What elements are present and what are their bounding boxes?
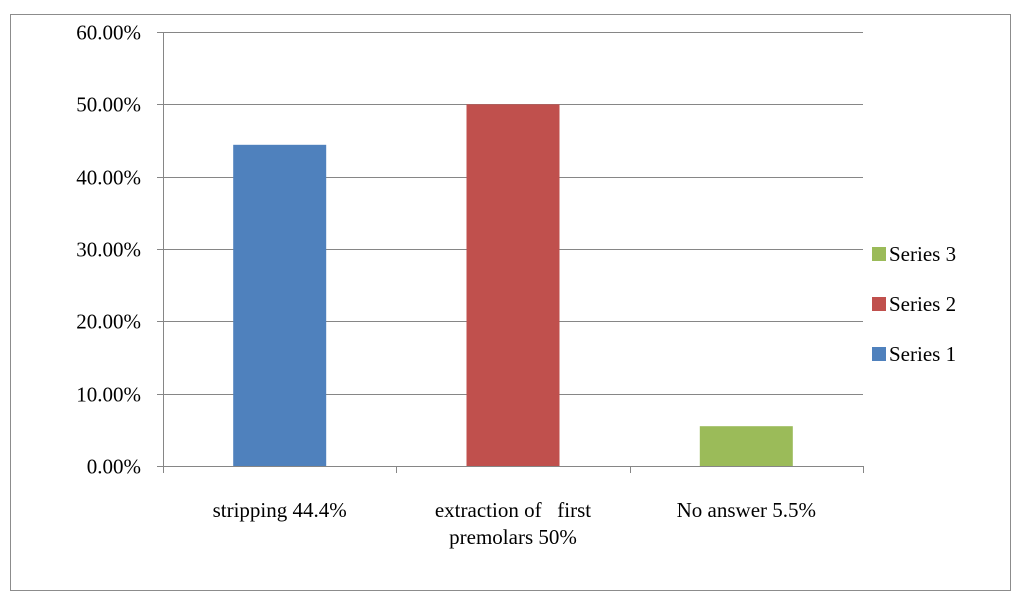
legend-label: Series 2 — [889, 292, 956, 316]
category-labels: stripping 44.4% extraction of first premol… — [213, 498, 816, 549]
legend-swatch — [872, 347, 886, 361]
y-tick-label: 40.00% — [76, 166, 141, 190]
category-label: stripping 44.4% — [213, 498, 347, 522]
category-label: No answer 5.5% — [677, 498, 816, 522]
y-tick-label: 50.00% — [76, 93, 141, 117]
legend: Series 3 Series 2 Series 1 — [872, 242, 956, 366]
legend-swatch — [872, 297, 886, 311]
legend-label: Series 1 — [889, 342, 956, 366]
bars — [233, 104, 793, 467]
bar — [233, 144, 327, 467]
category-label: extraction of first premolars 50% — [435, 498, 591, 549]
y-tick-label: 60.00% — [76, 21, 141, 45]
axes — [157, 32, 864, 473]
y-tick-label: 10.00% — [76, 383, 141, 407]
legend-label: Series 3 — [889, 242, 956, 266]
y-tick-label: 0.00% — [87, 455, 141, 479]
bar — [699, 426, 793, 466]
y-tick-label: 30.00% — [76, 238, 141, 262]
bar — [466, 104, 560, 467]
y-tick-labels: 0.00% 10.00% 20.00% 30.00% 40.00% 50.00% 60.00… — [76, 21, 141, 479]
legend-swatch — [872, 247, 886, 261]
y-tick-label: 20.00% — [76, 310, 141, 334]
